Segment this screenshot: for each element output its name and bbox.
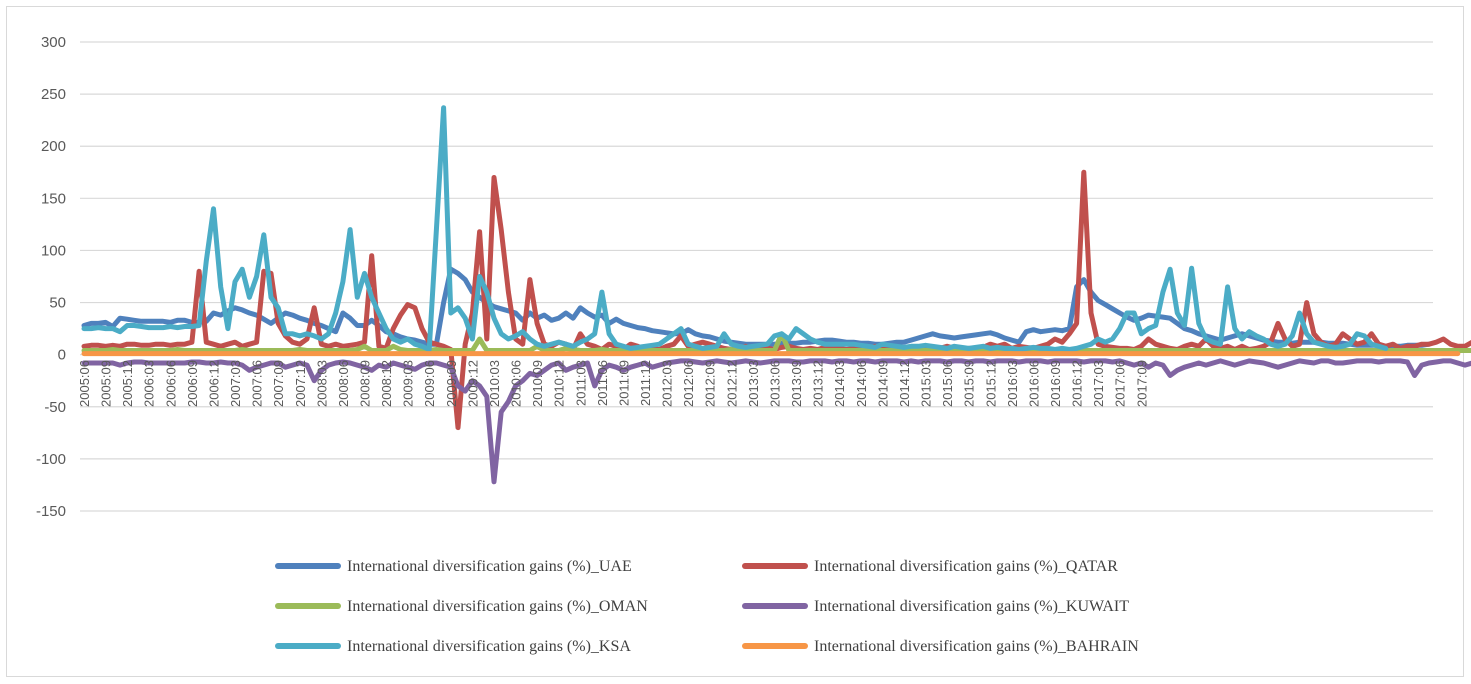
x-tick-label: 2011:09 bbox=[616, 360, 631, 406]
x-tick-label: 2014:09 bbox=[875, 360, 890, 407]
x-tick-label: 2017:03 bbox=[1091, 360, 1106, 407]
y-tick-label: 0 bbox=[58, 347, 66, 364]
x-tick-label: 2013:12 bbox=[811, 360, 826, 407]
x-tick-label: 2008:03 bbox=[314, 360, 329, 407]
x-tick-label: 2011:12 bbox=[638, 360, 653, 406]
series-lines bbox=[81, 105, 1471, 485]
x-tick-label: 2015:12 bbox=[983, 360, 998, 407]
x-tick-label: 2009:09 bbox=[444, 360, 459, 407]
gridlines bbox=[80, 41, 1433, 512]
y-axis-tick-labels: 300 250 200 150 100 50 0 -50 -100 -150 bbox=[36, 34, 66, 520]
x-tick-label: 2005:12 bbox=[120, 360, 135, 407]
x-tick-label: 2007:03 bbox=[228, 360, 243, 407]
series-line-3 bbox=[81, 358, 1471, 485]
x-tick-label: 2011:03 bbox=[573, 360, 588, 406]
x-tick-label: 2015:06 bbox=[940, 360, 955, 407]
y-tick-label: 250 bbox=[41, 86, 66, 103]
x-tick-label: 2005:06 bbox=[77, 360, 92, 407]
x-tick-label: 2006:03 bbox=[142, 360, 157, 407]
x-tick-label: 2012:06 bbox=[681, 360, 696, 407]
x-tick-label: 2005:09 bbox=[99, 360, 114, 407]
x-tick-label: 2008:06 bbox=[336, 360, 351, 407]
x-tick-label: 2013:09 bbox=[789, 360, 804, 407]
chart-frame bbox=[6, 6, 1464, 677]
legend-item: International diversification gains (%)_… bbox=[275, 638, 631, 655]
legend-label: International diversification gains (%)_… bbox=[814, 558, 1118, 575]
x-tick-label: 2010:09 bbox=[530, 360, 545, 407]
x-tick-label: 2014:12 bbox=[897, 360, 912, 407]
x-tick-label: 2015:03 bbox=[919, 360, 934, 407]
x-tick-label: 2008:09 bbox=[358, 360, 373, 407]
y-tick-label: -100 bbox=[36, 451, 66, 468]
x-tick-label: 2017:06 bbox=[1113, 360, 1128, 407]
y-tick-label: 200 bbox=[41, 138, 66, 155]
x-tick-label: 2017:09 bbox=[1134, 360, 1149, 407]
x-tick-label: 2016:06 bbox=[1026, 360, 1041, 407]
legend-label: International diversification gains (%)_… bbox=[347, 558, 632, 575]
legend-item: International diversification gains (%)_… bbox=[742, 638, 1139, 655]
legend-label: International diversification gains (%)_… bbox=[347, 638, 631, 655]
x-tick-label: 2016:12 bbox=[1070, 360, 1085, 407]
x-tick-label: 2007:06 bbox=[250, 360, 265, 407]
x-tick-label: 2013:03 bbox=[746, 360, 761, 407]
x-tick-label: 2012:03 bbox=[660, 360, 675, 407]
y-tick-label: 100 bbox=[41, 242, 66, 259]
x-axis-tick-labels: 2005:06 2005:09 2005:12 2006:03 2006:06 2006:… bbox=[77, 360, 1149, 407]
x-tick-label: 2014:03 bbox=[832, 360, 847, 407]
x-tick-label: 2012:09 bbox=[703, 360, 718, 407]
series-line-4 bbox=[81, 105, 1389, 352]
y-tick-label: -50 bbox=[44, 399, 66, 416]
x-tick-label: 2016:09 bbox=[1048, 360, 1063, 407]
y-tick-label: 50 bbox=[49, 295, 66, 312]
legend-item: International diversification gains (%)_… bbox=[275, 598, 648, 615]
x-tick-label: 2007:12 bbox=[293, 360, 308, 407]
legend: International diversification gains (%)_… bbox=[275, 558, 1139, 655]
x-tick-label: 2008:12 bbox=[379, 360, 394, 407]
x-tick-label: 2009:03 bbox=[401, 360, 416, 407]
x-tick-label: 2006:12 bbox=[206, 360, 221, 407]
y-tick-label: -150 bbox=[36, 503, 66, 520]
y-tick-label: 300 bbox=[41, 34, 66, 51]
legend-item: International diversification gains (%)_… bbox=[742, 558, 1118, 575]
legend-item: International diversification gains (%)_… bbox=[742, 598, 1129, 615]
x-tick-label: 2009:06 bbox=[422, 360, 437, 407]
x-tick-label: 2016:03 bbox=[1005, 360, 1020, 407]
x-tick-label: 2007:09 bbox=[271, 360, 286, 407]
x-tick-label: 2010:03 bbox=[487, 360, 502, 407]
x-tick-label: 2006:09 bbox=[185, 360, 200, 407]
y-tick-label: 150 bbox=[41, 190, 66, 207]
x-tick-label: 2010:06 bbox=[509, 360, 524, 407]
x-tick-label: 2011:06 bbox=[595, 360, 610, 406]
series-line-2 bbox=[81, 331, 1471, 353]
x-tick-label: 2006:06 bbox=[163, 360, 178, 407]
x-tick-label: 2015:09 bbox=[962, 360, 977, 407]
x-tick-label: 2012:12 bbox=[724, 360, 739, 407]
x-tick-label: 2009:12 bbox=[465, 360, 480, 407]
legend-item: International diversification gains (%)_… bbox=[275, 558, 632, 575]
x-tick-label: 2010:12 bbox=[552, 360, 567, 407]
legend-label: International diversification gains (%)_… bbox=[814, 638, 1139, 655]
x-tick-label: 2014:06 bbox=[854, 360, 869, 407]
legend-label: International diversification gains (%)_… bbox=[814, 598, 1129, 615]
legend-label: International diversification gains (%)_… bbox=[347, 598, 648, 615]
x-tick-label: 2013:06 bbox=[767, 360, 782, 407]
